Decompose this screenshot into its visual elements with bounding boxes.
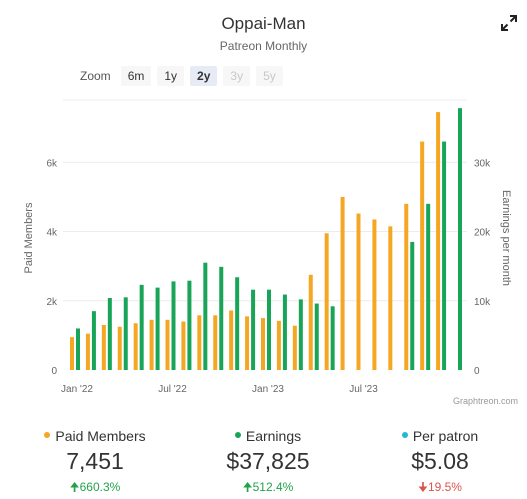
arrow-up-icon: 🠉 [69, 480, 80, 494]
y-axis-left-title: Paid Members [23, 202, 35, 273]
stat-earnings: Earnings $37,825 🠉512.4% [213, 428, 323, 499]
arrow-up-icon: 🠉 [242, 480, 253, 494]
zoom-1y-button[interactable]: 1y [157, 66, 185, 86]
members-bar [117, 326, 122, 370]
earnings-bar [267, 289, 271, 370]
x-tick: Jul '23 [349, 384, 378, 395]
stat-change: 🠋19.5% [418, 480, 462, 494]
stat-value: $37,825 [226, 448, 310, 474]
members-bar [70, 337, 74, 370]
zoom-6m-button[interactable]: 6m [120, 66, 152, 86]
members-bar [276, 320, 281, 370]
arrow-down-icon: 🠋 [418, 480, 428, 494]
earnings-bar [298, 299, 303, 370]
y-axis-right-title: Earnings per month [500, 190, 512, 286]
y-tick-right: 10k [474, 297, 491, 308]
members-bar [436, 112, 441, 370]
members-bar [324, 233, 329, 370]
members-bar [101, 325, 106, 370]
members-bar [292, 325, 297, 370]
stat-label: Earnings [245, 428, 302, 444]
earnings-bar [76, 328, 80, 370]
y-axis-right-ticks: 0 10k 20k 30k [474, 158, 491, 377]
fullscreen-icon[interactable] [500, 14, 518, 32]
members-bar [404, 203, 409, 370]
earnings-bar [123, 297, 128, 370]
earnings-bar [458, 108, 462, 370]
stat-paid-members: Paid Members 7,451 🠉660.3% [40, 428, 150, 499]
y-tick-right: 20k [474, 228, 491, 239]
zoom-5y-button: 5y [256, 66, 283, 86]
earnings-bar [219, 266, 224, 370]
earnings-bar [314, 303, 319, 370]
members-bar [149, 319, 154, 370]
x-tick: Jul '22 [158, 384, 187, 395]
earnings-bar [107, 298, 112, 370]
earnings-bar [330, 306, 335, 370]
chart-svg: 0 2k 4k 6k 0 10k 20k 30k Jan '22 Jul '22 Jan '23… [23, 99, 518, 406]
members-bar [85, 333, 90, 370]
members-bar [340, 196, 345, 370]
members-bar [261, 318, 265, 370]
zoom-bar: Zoom 6m 1y 2y 3y 5y [80, 66, 283, 86]
y-tick-left: 2k [46, 297, 58, 308]
credit-label[interactable]: Graphtreon.com [453, 396, 518, 406]
earnings-bar [187, 280, 192, 370]
y-tick-left: 4k [46, 228, 58, 239]
earnings-bar [442, 141, 447, 370]
members-bar [165, 319, 170, 370]
y-tick-right: 0 [474, 366, 480, 377]
zoom-3y-button: 3y [223, 66, 251, 86]
members-bar [308, 274, 313, 370]
y-tick-right: 30k [474, 158, 491, 169]
y-tick-left: 6k [46, 158, 58, 169]
members-bar [181, 321, 186, 370]
y-tick-left: 0 [51, 366, 57, 377]
members-bar [197, 315, 202, 370]
earnings-bar [235, 277, 240, 370]
earnings-bar [139, 284, 144, 370]
earnings-bar [91, 311, 96, 370]
chart-title: Oppai-Man [221, 14, 306, 33]
zoom-label: Zoom [80, 69, 111, 83]
stat-label: Per patron [412, 428, 479, 444]
zoom-2y-button[interactable]: 2y [190, 66, 218, 86]
members-bar [420, 141, 425, 370]
members-bar [388, 226, 393, 370]
bars [70, 108, 462, 370]
gridlines [63, 99, 467, 302]
earnings-dot-icon [234, 432, 241, 439]
chart-subtitle: Patreon Monthly [219, 39, 308, 53]
stat-per-patron: Per patron $5.08 🠋19.5% [385, 428, 495, 499]
members-bar [229, 310, 234, 370]
stat-change: 🠉512.4% [242, 480, 294, 494]
x-tick: Jan '22 [61, 384, 93, 395]
earnings-bar [203, 262, 208, 370]
earnings-bar [410, 241, 415, 370]
x-axis-ticks: Jan '22 Jul '22 Jan '23 Jul '23 [61, 384, 378, 395]
stat-label: Paid Members [55, 428, 146, 444]
stat-change: 🠉660.3% [69, 480, 121, 494]
earnings-bar [282, 294, 287, 370]
earnings-bar [171, 281, 176, 370]
members-bar [213, 315, 218, 370]
members-bar [133, 323, 138, 370]
earnings-bar [251, 289, 256, 370]
y-axis-left-ticks: 0 2k 4k 6k [46, 158, 58, 377]
stats-row: Paid Members 7,451 🠉660.3% Earnings $37,… [0, 428, 527, 499]
paid-members-dot-icon [44, 432, 51, 439]
earnings-bar [155, 287, 160, 370]
members-bar [372, 219, 377, 370]
x-tick: Jan '23 [252, 384, 284, 395]
members-bar [245, 316, 250, 370]
earnings-bar [426, 203, 431, 370]
per-patron-dot-icon [401, 432, 408, 439]
stat-value: $5.08 [411, 448, 469, 474]
stat-value: 7,451 [66, 448, 124, 474]
members-bar [356, 213, 361, 370]
